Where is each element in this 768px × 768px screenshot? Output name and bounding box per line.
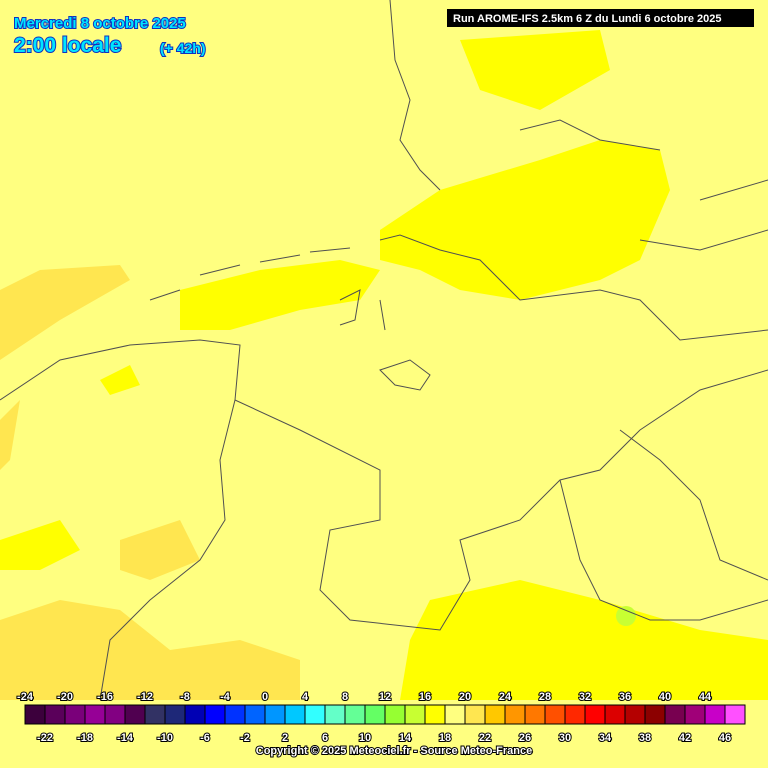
legend-swatch <box>404 704 426 725</box>
legend-swatch <box>104 704 126 725</box>
legend-swatch <box>704 704 726 725</box>
legend-swatch <box>564 704 586 725</box>
legend-label: -20 <box>57 691 73 703</box>
legend-label: 12 <box>379 691 391 703</box>
legend-label: 2 <box>282 732 288 744</box>
legend-label: 34 <box>599 732 612 744</box>
legend-label: 10 <box>359 732 371 744</box>
legend-label: 36 <box>619 691 631 703</box>
legend-label: 24 <box>499 691 512 703</box>
legend-swatch <box>684 704 706 725</box>
legend-label: -16 <box>97 691 113 703</box>
legend-swatch <box>204 704 226 725</box>
forecast-lead: (+ 42h) <box>160 40 206 56</box>
legend-label: 22 <box>479 732 491 744</box>
legend-swatch <box>144 704 166 725</box>
legend-swatch <box>384 704 406 725</box>
legend-swatch <box>124 704 146 725</box>
cool-spot <box>616 606 636 626</box>
legend-swatch <box>224 704 246 725</box>
forecast-time: 2:00 locale <box>14 34 121 57</box>
legend-label: 14 <box>399 732 412 744</box>
legend-label: -8 <box>180 691 190 703</box>
legend-swatch <box>624 704 646 725</box>
legend-label: 40 <box>659 691 671 703</box>
legend-label: -4 <box>220 691 231 703</box>
legend-swatch <box>504 704 526 725</box>
legend-label: 8 <box>342 691 348 703</box>
legend-label: -18 <box>77 732 93 744</box>
legend-label: 46 <box>719 732 731 744</box>
legend-label: 32 <box>579 691 591 703</box>
legend-swatch <box>164 704 186 725</box>
run-info-box <box>447 9 754 27</box>
legend-label: 42 <box>679 732 691 744</box>
legend-swatch <box>244 704 266 725</box>
legend-swatch <box>584 704 606 725</box>
forecast-date: Mercredi 8 octobre 2025 <box>14 15 186 32</box>
legend-swatch <box>64 704 86 725</box>
warm-zones <box>0 265 300 700</box>
legend-swatch <box>604 704 626 725</box>
legend-swatch <box>284 704 306 725</box>
legend-swatch <box>264 704 286 725</box>
legend: -24-22-20-18-16-14-12-10-8-6-4-202468101… <box>16 690 746 745</box>
legend-label: 44 <box>699 691 712 703</box>
legend-swatch <box>544 704 566 725</box>
legend-swatch <box>484 704 506 725</box>
run-info: Run AROME-IFS 2.5km 6 Z du Lundi 6 octob… <box>453 13 722 25</box>
legend-label: -14 <box>117 732 134 744</box>
legend-label: 30 <box>559 732 571 744</box>
legend-label: 6 <box>322 732 328 744</box>
borders <box>0 0 768 701</box>
bright-zones <box>0 30 768 700</box>
legend-label: -22 <box>37 732 53 744</box>
legend-swatch <box>324 704 346 725</box>
legend-label: 26 <box>519 732 531 744</box>
legend-swatch <box>724 704 746 725</box>
legend-swatch <box>364 704 386 725</box>
legend-label: 38 <box>639 732 651 744</box>
legend-swatch <box>44 704 66 725</box>
legend-swatch <box>344 704 366 725</box>
legend-label: 16 <box>419 691 431 703</box>
legend-swatch <box>444 704 466 725</box>
copyright: Copyright © 2025 Meteociel.fr - Source M… <box>256 745 532 757</box>
legend-label: 18 <box>439 732 451 744</box>
legend-label: 0 <box>262 691 268 703</box>
legend-label: -10 <box>157 732 173 744</box>
legend-label: 28 <box>539 691 551 703</box>
legend-swatch <box>184 704 206 725</box>
legend-label: -12 <box>137 691 153 703</box>
legend-swatch <box>424 704 446 725</box>
legend-label: -6 <box>200 732 210 744</box>
legend-label: -2 <box>240 732 250 744</box>
legend-label: 20 <box>459 691 471 703</box>
legend-label: 4 <box>302 691 309 703</box>
legend-label: -24 <box>17 691 34 703</box>
legend-swatch <box>84 704 106 725</box>
legend-swatch <box>304 704 326 725</box>
legend-swatch <box>644 704 666 725</box>
legend-swatch <box>464 704 486 725</box>
legend-swatch <box>24 704 46 725</box>
legend-swatch <box>524 704 546 725</box>
legend-swatch <box>664 704 686 725</box>
